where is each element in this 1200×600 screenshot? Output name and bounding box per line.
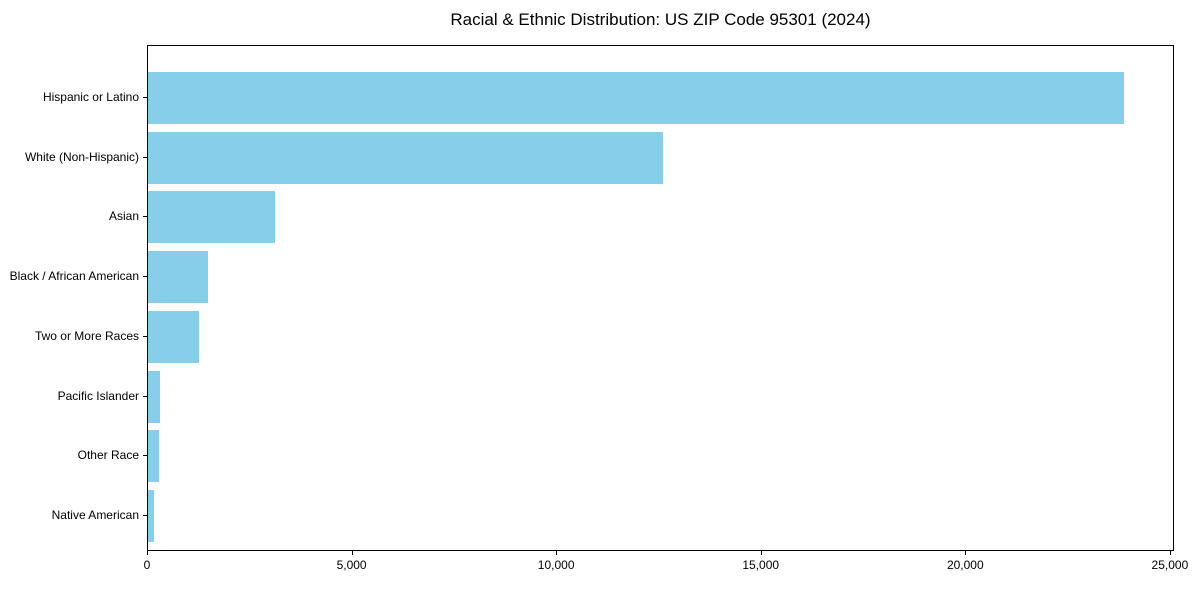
- y-tick-mark: [143, 96, 148, 98]
- y-axis-label: Two or More Races: [34, 328, 139, 343]
- x-axis-tick-label: 20,000: [946, 558, 984, 572]
- y-tick-mark: [143, 515, 148, 517]
- bar: [148, 131, 664, 184]
- x-axis-tick-label: 25,000: [1151, 558, 1189, 572]
- x-tick-mark: [351, 551, 353, 555]
- x-axis-tick-label: 10,000: [537, 558, 575, 572]
- y-tick-mark: [143, 455, 148, 457]
- y-tick-mark: [143, 276, 148, 278]
- x-axis-tick-label: 15,000: [742, 558, 780, 572]
- bar: [148, 370, 161, 423]
- y-tick-mark: [143, 335, 148, 337]
- y-axis-label: Other Race: [77, 448, 139, 463]
- y-axis-label: White (Non-Hispanic): [24, 149, 139, 164]
- y-axis-label: Native American: [51, 508, 139, 523]
- x-axis-tick-label: 0: [143, 558, 151, 572]
- bar: [148, 490, 155, 543]
- x-tick-mark: [760, 551, 762, 555]
- plot-area: [147, 45, 1174, 551]
- y-axis-label: Pacific Islander: [57, 388, 139, 403]
- x-tick-mark: [147, 551, 148, 555]
- y-axis-label: Black / African American: [9, 269, 139, 284]
- y-axis-label: Asian: [108, 209, 139, 224]
- y-tick-mark: [143, 156, 148, 158]
- bar: [148, 310, 200, 363]
- bar: [148, 430, 160, 483]
- y-tick-mark: [143, 216, 148, 218]
- x-tick-mark: [965, 551, 967, 555]
- bar: [148, 71, 1124, 124]
- bar: [148, 191, 275, 244]
- x-tick-mark: [1169, 551, 1171, 555]
- y-axis-label: Hispanic or Latino: [42, 89, 139, 104]
- chart-title: Racial & Ethnic Distribution: US ZIP Cod…: [450, 10, 871, 29]
- bar: [148, 251, 209, 304]
- x-axis-tick-label: 5,000: [336, 558, 367, 572]
- y-tick-mark: [143, 395, 148, 397]
- x-tick-mark: [556, 551, 558, 555]
